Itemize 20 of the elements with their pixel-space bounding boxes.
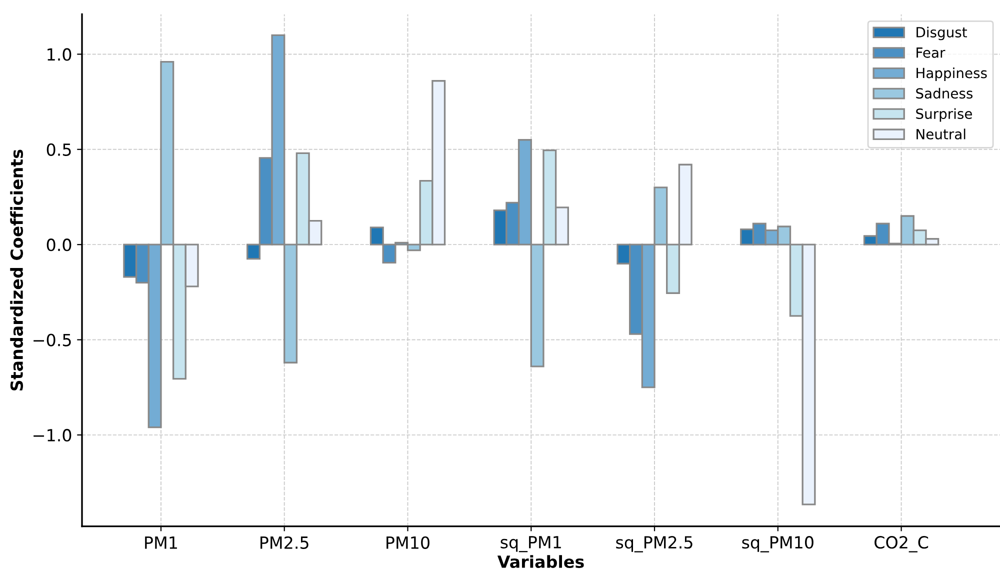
x-tick-label: CO2_C (874, 536, 928, 552)
x-tick-label: PM2.5 (260, 536, 308, 549)
legend-label: Fear (916, 48, 946, 58)
x-axis-title: Variables (497, 555, 584, 568)
y-tick-label: −0.5 (34, 334, 71, 346)
x-tick-label: sq_PM10 (742, 536, 814, 552)
legend-label: Neutral (916, 128, 966, 140)
legend-label: Surprise (916, 108, 972, 122)
x-tick-label: PM10 (386, 536, 430, 549)
y-tick-label: 0.5 (46, 143, 71, 156)
legend-label: Sadness (916, 88, 973, 99)
x-tick-label: sq_PM1 (500, 536, 561, 552)
x-tick-label: sq_PM2.5 (616, 536, 692, 552)
x-tick-label: PM1 (145, 536, 177, 549)
y-tick-label: 1.0 (48, 48, 72, 61)
y-tick-label: 0.0 (46, 238, 72, 252)
y-tick-label: −1.0 (34, 428, 72, 442)
y-axis-title: Standardized Coefficients (10, 150, 24, 390)
legend-label: Disgust (916, 26, 967, 40)
legend-label: Happiness (916, 68, 987, 81)
